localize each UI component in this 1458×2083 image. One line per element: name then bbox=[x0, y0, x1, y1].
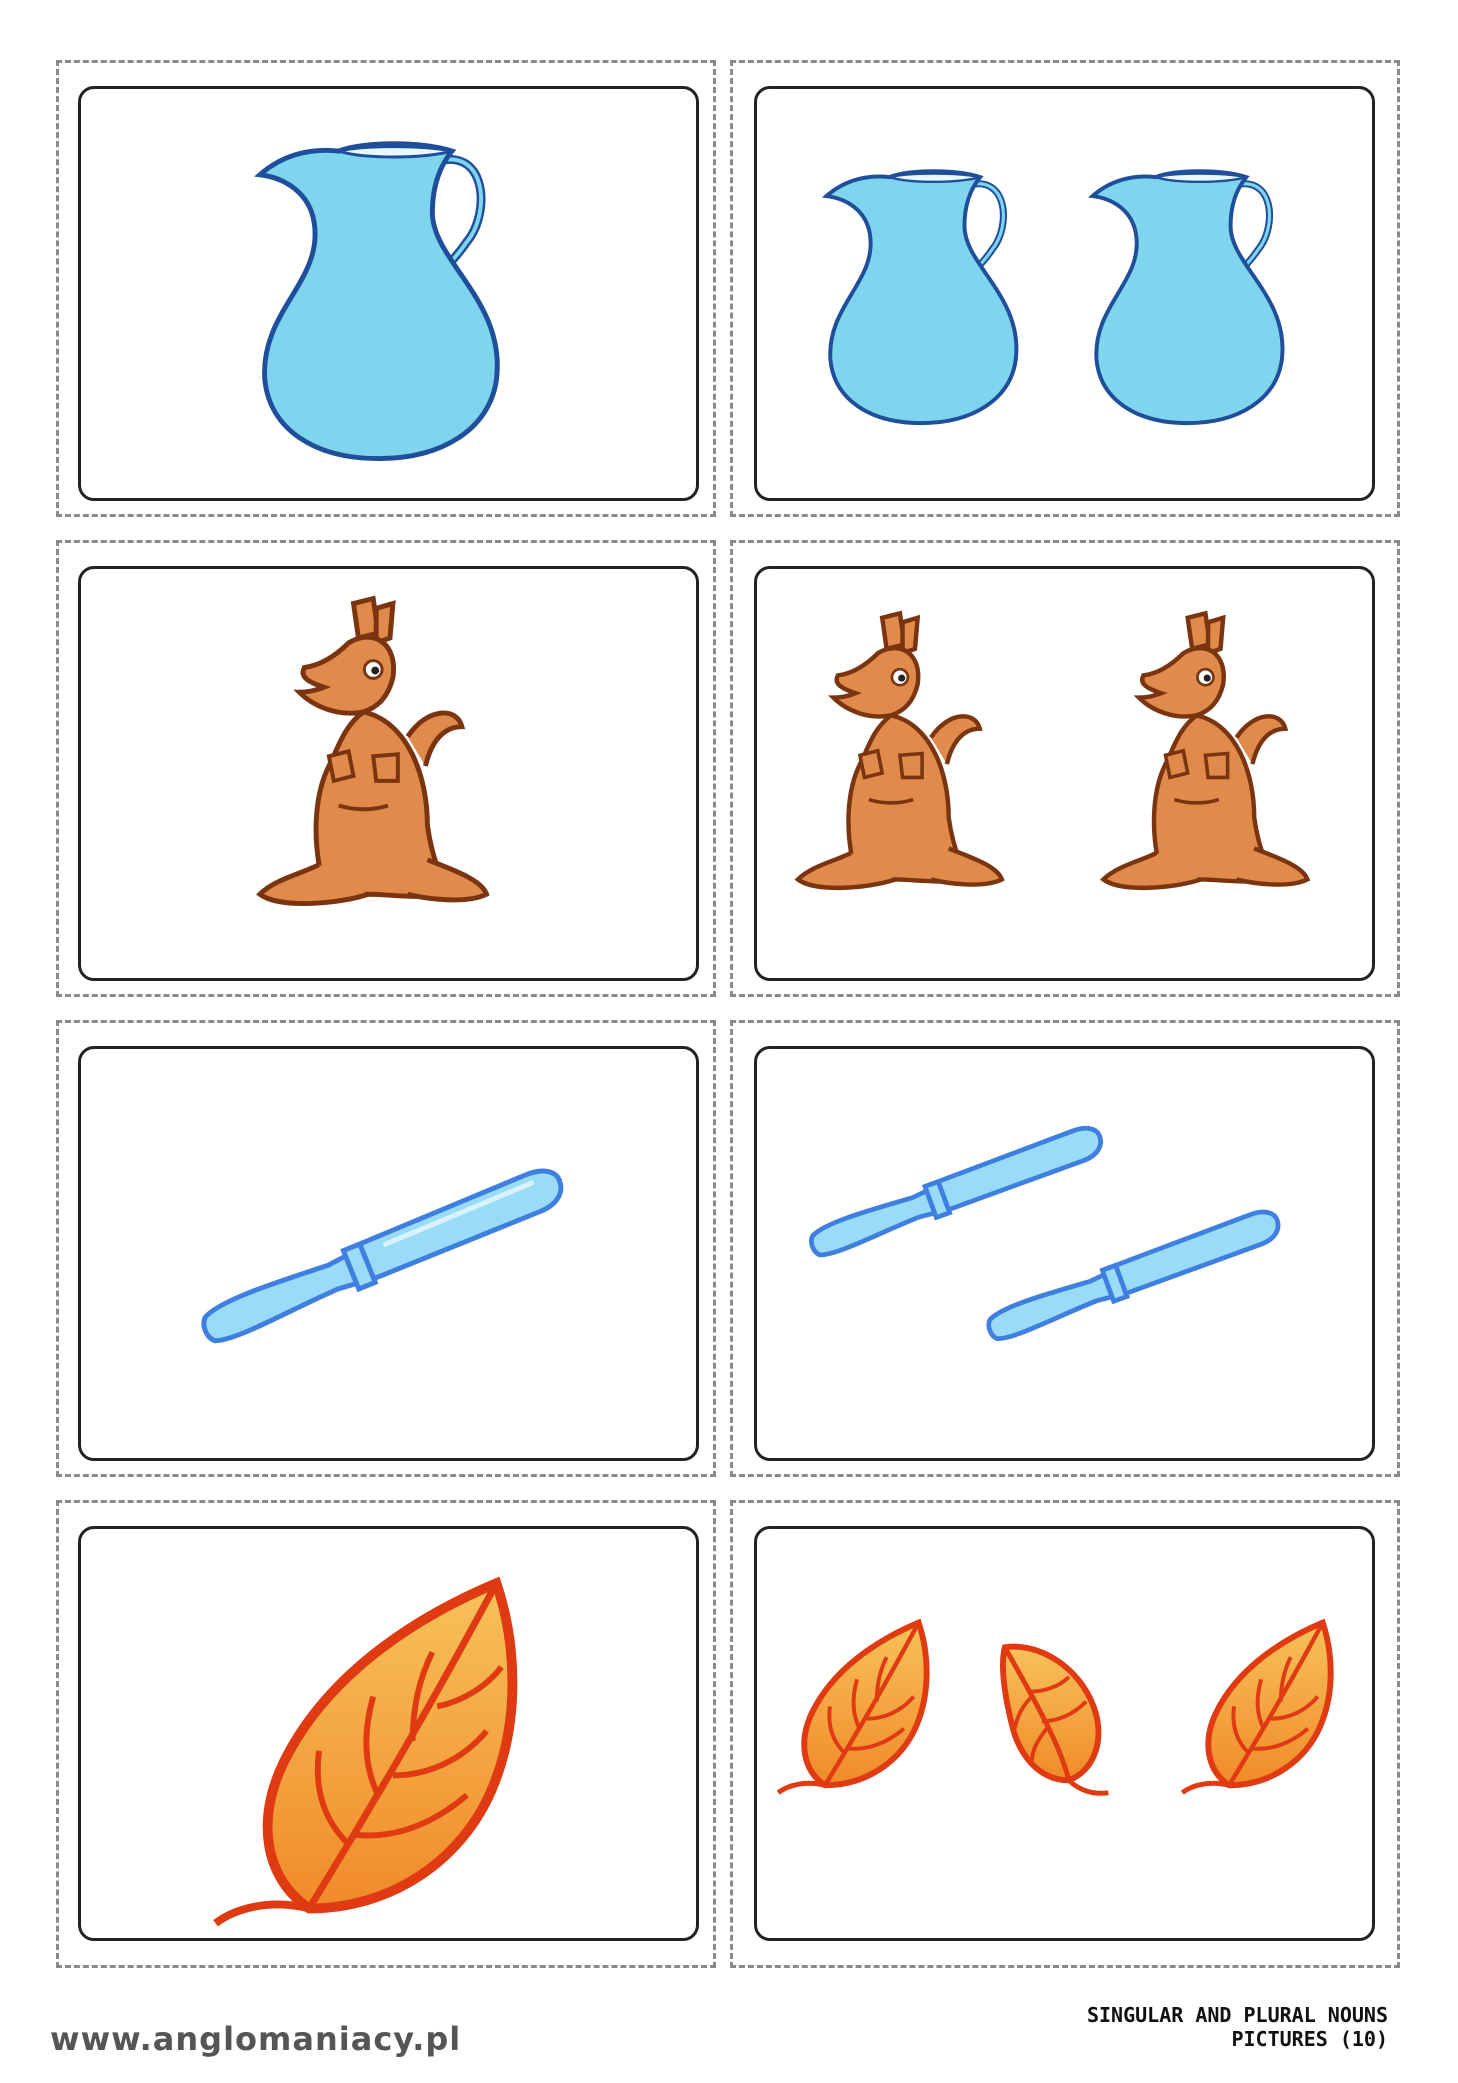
cut-line-cell bbox=[56, 1020, 716, 1477]
jugs-icon bbox=[821, 169, 1285, 426]
kangaroos-icon bbox=[794, 610, 1311, 891]
kangaroo-icon bbox=[256, 595, 490, 907]
cut-line-cell bbox=[730, 60, 1400, 517]
jug-icon bbox=[254, 141, 500, 462]
card-leaf-plural bbox=[754, 1526, 1375, 1941]
cut-line-cell bbox=[730, 1020, 1400, 1477]
knife-icon bbox=[201, 1168, 564, 1344]
cut-line-cell bbox=[730, 540, 1400, 997]
card-jug-plural bbox=[754, 86, 1375, 501]
worksheet-title-line-2: PICTURES (10) bbox=[1231, 2027, 1388, 2051]
card-knife-singular bbox=[78, 1046, 699, 1461]
leaves-icon bbox=[776, 1618, 1334, 1796]
card-kangaroo-singular bbox=[78, 566, 699, 981]
card-kangaroo-plural bbox=[754, 566, 1375, 981]
cut-line-cell bbox=[56, 540, 716, 997]
cut-line-cell bbox=[56, 60, 716, 517]
worksheet-title-line-1: SINGULAR AND PLURAL NOUNS bbox=[1086, 2003, 1388, 2027]
card-leaf-singular bbox=[78, 1526, 699, 1941]
knives-icon bbox=[809, 1125, 1281, 1341]
cut-line-cell bbox=[56, 1500, 716, 1968]
site-url[interactable]: www.anglomaniacy.pl bbox=[50, 2020, 462, 2058]
card-knife-plural bbox=[754, 1046, 1375, 1461]
cut-line-cell bbox=[730, 1500, 1400, 1968]
card-jug-singular bbox=[78, 86, 699, 501]
leaf-icon bbox=[213, 1576, 518, 1927]
worksheet-title: SINGULAR AND PLURAL NOUNS PICTURES (10) bbox=[1087, 2003, 1388, 2051]
